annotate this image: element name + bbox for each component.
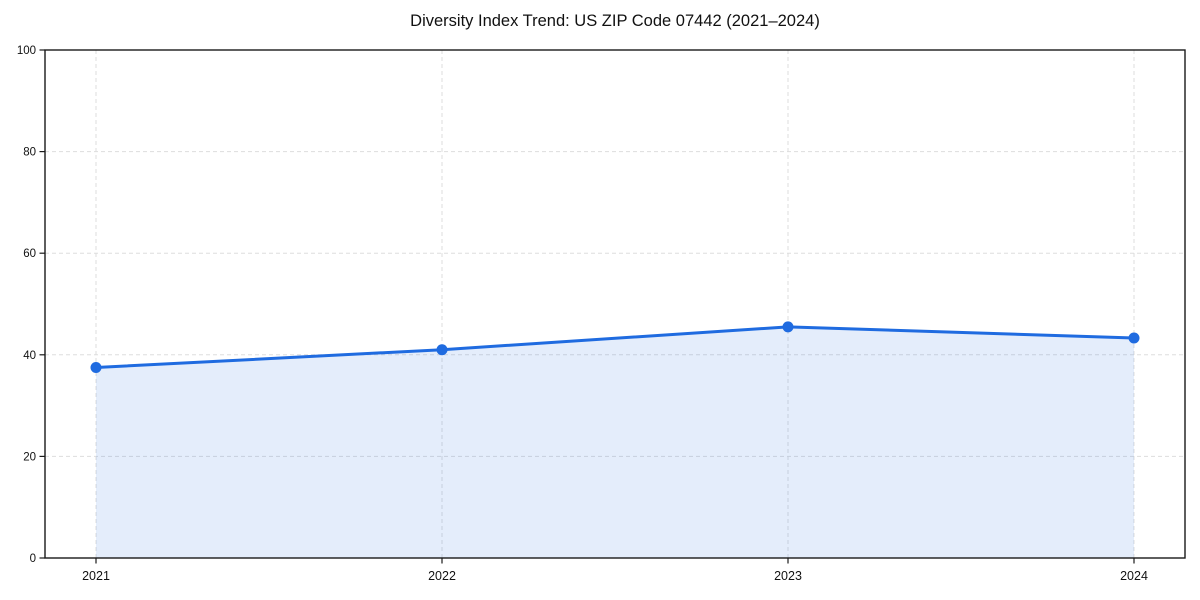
data-point-2024 [1128, 332, 1140, 344]
x-tick-label: 2022 [428, 569, 456, 583]
x-tick-label: 2023 [774, 569, 802, 583]
plot-border [44, 49, 1186, 559]
data-point-2021 [90, 362, 102, 373]
y-tick-label: 80 [23, 147, 36, 159]
chart-title: Diversity Index Trend: US ZIP Code 07442… [410, 12, 820, 30]
y-tick-label: 0 [30, 553, 36, 565]
data-point-2023 [782, 321, 794, 333]
y-tick-label: 100 [17, 45, 36, 57]
x-tick-label: 2024 [1120, 569, 1148, 583]
trend-line [94, 325, 1136, 369]
area-fill [96, 326, 1134, 558]
y-tick-label: 40 [23, 350, 36, 362]
x-tick-label: 2021 [82, 569, 110, 583]
y-tick-label: 60 [23, 248, 36, 260]
y-tick-label: 20 [23, 451, 36, 463]
data-point-2022 [436, 344, 448, 356]
